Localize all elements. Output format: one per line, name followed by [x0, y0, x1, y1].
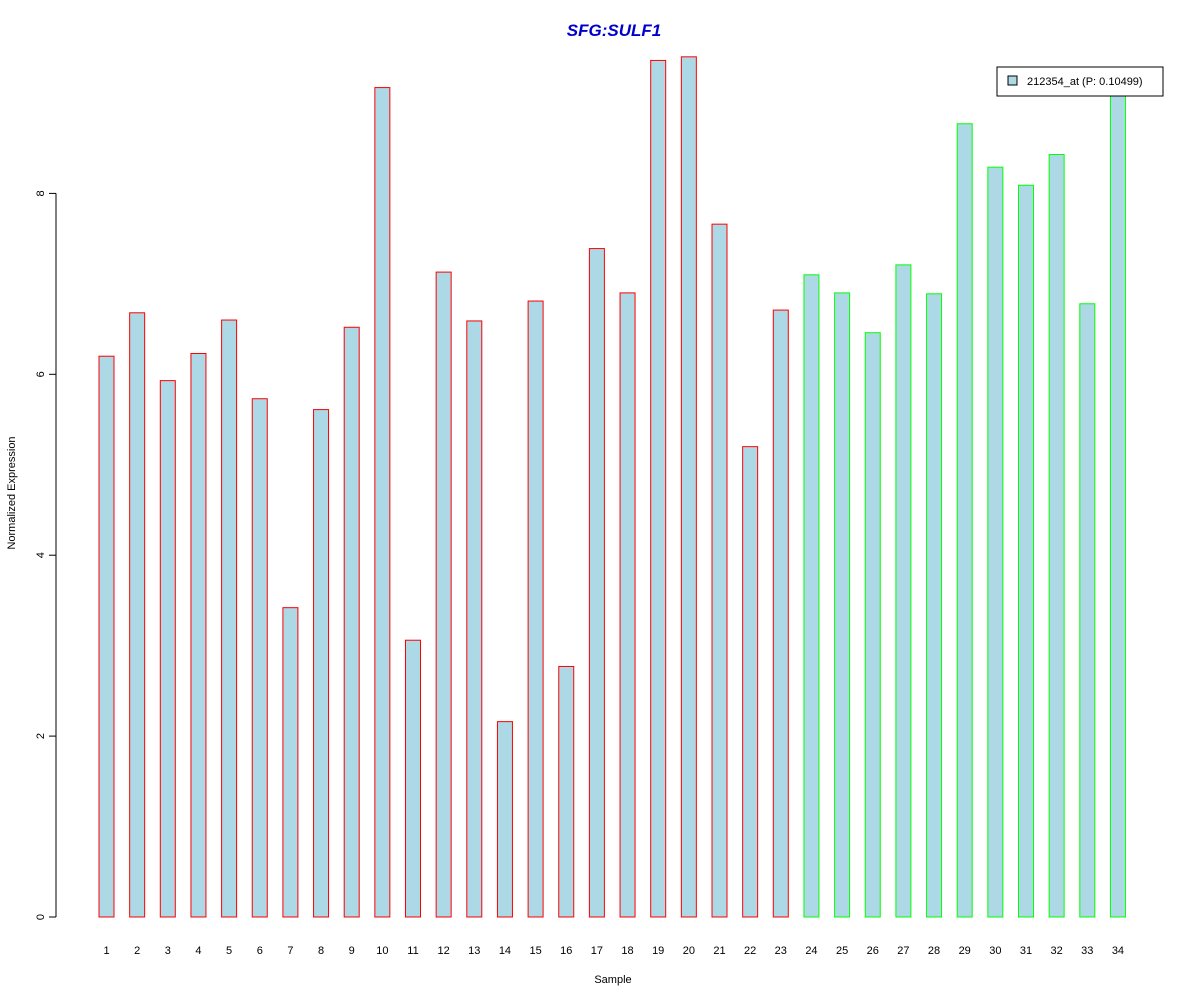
x-tick-label: 24 — [805, 945, 817, 957]
x-tick-label: 9 — [349, 945, 355, 957]
x-tick-label: 29 — [959, 945, 971, 957]
bars-group — [98, 56, 1126, 918]
x-tick-label: 19 — [652, 945, 664, 957]
x-tick-label: 31 — [1020, 945, 1032, 957]
bar-sample-27 — [895, 264, 912, 918]
bar-sample-12 — [435, 271, 452, 918]
bar-sample-16 — [558, 665, 575, 918]
x-tick-label: 27 — [897, 945, 909, 957]
bar-sample-17 — [588, 248, 605, 918]
x-tick-labels: 1 2 3 4 5 6 7 8 9 10 11 12 13 14 15 16 17 18 19 20 21 22 23 24 2… — [103, 945, 1124, 957]
legend: 212354_at (P: 0.10499) — [996, 66, 1164, 97]
x-tick-label: 16 — [560, 945, 572, 957]
legend-label: 212354_at (P: 0.10499) — [1027, 76, 1143, 88]
chart-title: SFG:SULF1 — [567, 21, 661, 40]
x-tick-label: 3 — [165, 945, 171, 957]
y-axis-label: Normalized Expression — [6, 436, 18, 549]
x-tick-label: 11 — [407, 945, 418, 957]
bar-sample-24 — [803, 274, 820, 918]
bar-sample-31 — [1018, 184, 1034, 918]
bar-sample-9 — [343, 326, 360, 918]
x-tick-label: 18 — [621, 945, 633, 957]
x-tick-label: 10 — [376, 945, 388, 957]
x-tick-label: 12 — [438, 945, 450, 957]
bar-sample-19 — [650, 59, 667, 918]
bar-sample-32 — [1048, 154, 1065, 918]
bar-sample-21 — [711, 223, 728, 918]
bar-sample-13 — [466, 320, 483, 918]
bar-sample-33 — [1079, 303, 1096, 918]
legend-swatch — [1007, 75, 1018, 86]
x-tick-label: 34 — [1112, 945, 1124, 957]
x-tick-label: 15 — [529, 945, 541, 957]
bar-sample-23 — [772, 309, 789, 918]
bar-sample-25 — [834, 292, 851, 918]
x-tick-label: 13 — [468, 945, 480, 957]
bar-sample-7 — [282, 607, 299, 918]
bar-sample-2 — [129, 312, 146, 918]
x-tick-label: 32 — [1051, 945, 1063, 957]
bar-sample-34 — [1109, 91, 1126, 918]
bar-sample-6 — [251, 398, 268, 918]
x-tick-label: 4 — [195, 945, 201, 957]
y-tick-label: 2 — [35, 733, 47, 739]
x-tick-label: 25 — [836, 945, 848, 957]
x-tick-label: 22 — [744, 945, 756, 957]
x-tick-label: 2 — [134, 945, 140, 957]
bar-sample-30 — [987, 166, 1004, 918]
x-tick-label: 26 — [867, 945, 879, 957]
bar-sample-10 — [374, 87, 391, 918]
bar-sample-22 — [742, 446, 759, 918]
bar-sample-8 — [313, 409, 330, 918]
x-tick-label: 8 — [318, 945, 324, 957]
x-tick-label: 28 — [928, 945, 940, 957]
bar-sample-20 — [680, 56, 697, 918]
bar-sample-14 — [496, 721, 513, 918]
y-tick-label: 0 — [35, 914, 47, 920]
x-tick-label: 17 — [591, 945, 603, 957]
bar-sample-3 — [159, 380, 176, 918]
x-tick-label: 7 — [287, 945, 293, 957]
bar-sample-1 — [98, 355, 115, 918]
x-tick-label: 30 — [989, 945, 1001, 957]
bar-sample-11 — [405, 639, 421, 918]
x-tick-label: 33 — [1081, 945, 1093, 957]
bar-sample-4 — [190, 352, 207, 918]
x-tick-label: 14 — [499, 945, 511, 957]
bar-sample-28 — [926, 293, 943, 918]
bar-sample-18 — [619, 292, 636, 918]
y-tick-label: 6 — [35, 371, 47, 377]
bar-sample-5 — [221, 319, 238, 918]
y-tick-label: 8 — [35, 190, 47, 196]
x-tick-label: 21 — [713, 945, 725, 957]
bar-sample-26 — [864, 332, 881, 918]
x-axis-label: Sample — [594, 974, 631, 986]
x-tick-label: 20 — [683, 945, 695, 957]
x-tick-label: 1 — [103, 945, 109, 957]
y-axis: 0 2 4 6 8 — [35, 190, 57, 920]
y-tick-label: 4 — [35, 552, 47, 558]
bar-sample-15 — [527, 300, 544, 918]
x-tick-label: 6 — [257, 945, 263, 957]
bar-sample-29 — [956, 123, 973, 918]
legend-box — [996, 66, 1164, 97]
x-tick-label: 23 — [775, 945, 787, 957]
x-tick-label: 5 — [226, 945, 232, 957]
